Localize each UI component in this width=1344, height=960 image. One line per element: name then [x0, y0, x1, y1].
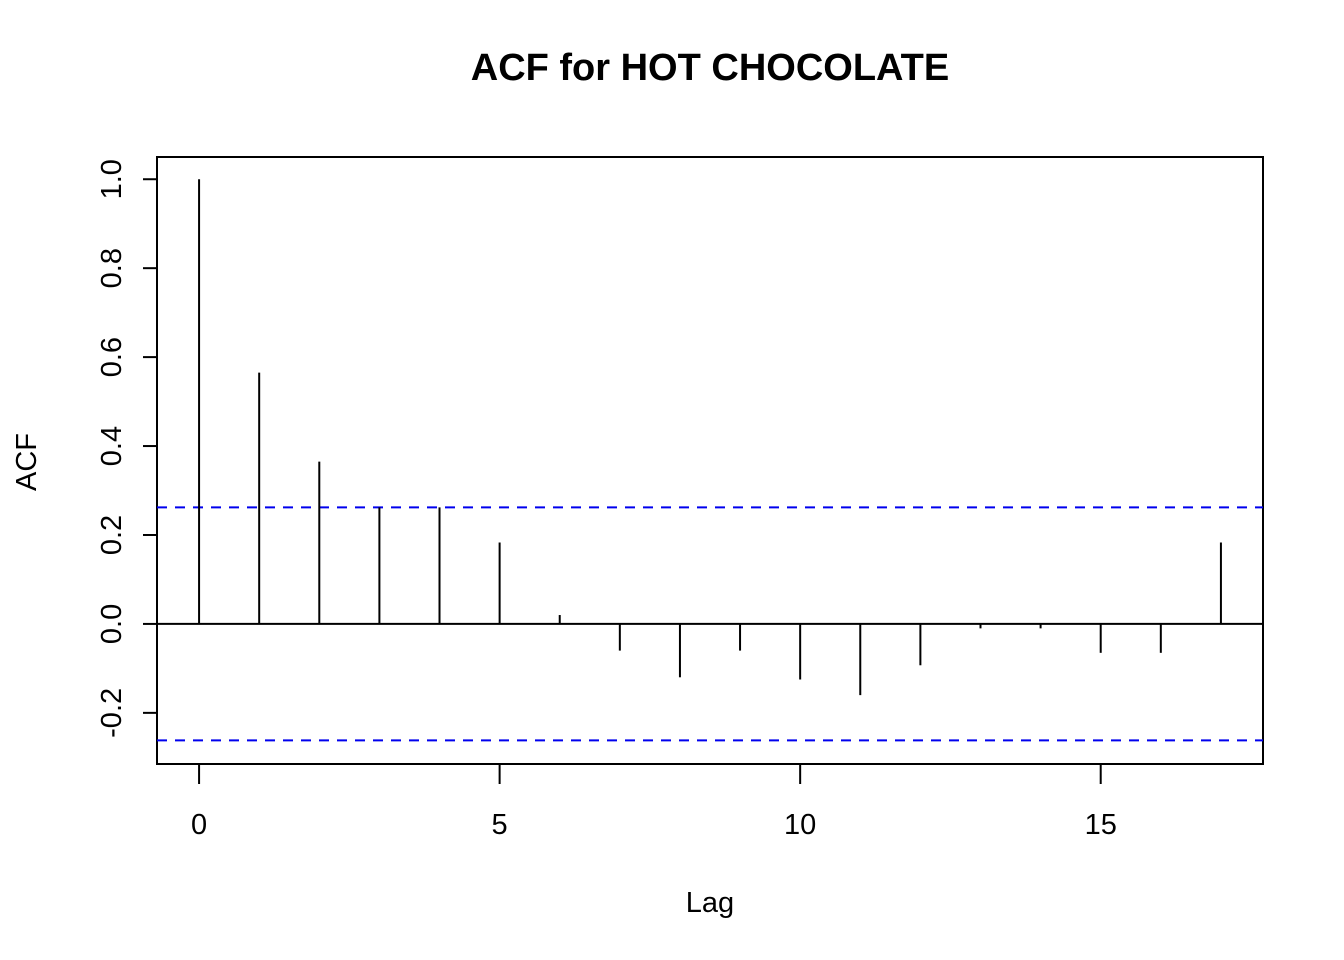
x-axis-label: Lag: [686, 887, 734, 919]
y-tick-label: 0.6: [96, 337, 128, 377]
y-tick-label: 0.4: [96, 426, 128, 466]
x-tick-label: 15: [1085, 809, 1117, 841]
y-tick-label: -0.2: [96, 688, 128, 738]
x-tick-label: 5: [492, 809, 508, 841]
x-tick-label: 0: [191, 809, 207, 841]
y-tick-label: 0.0: [96, 604, 128, 644]
chart-title: ACF for HOT CHOCOLATE: [471, 47, 949, 89]
x-axis: 0 5 10 15: [191, 763, 1117, 841]
y-tick-label: 0.2: [96, 515, 128, 555]
y-tick-label: 0.8: [96, 248, 128, 288]
acf-marks: [157, 179, 1263, 742]
plot-frame: [156, 156, 1264, 765]
y-axis: -0.2 0.0 0.2 0.4 0.6 0.8 1.0: [96, 159, 158, 738]
y-tick-label: 1.0: [96, 159, 128, 199]
y-axis-label: ACF: [11, 433, 43, 491]
x-tick-label: 10: [784, 809, 816, 841]
